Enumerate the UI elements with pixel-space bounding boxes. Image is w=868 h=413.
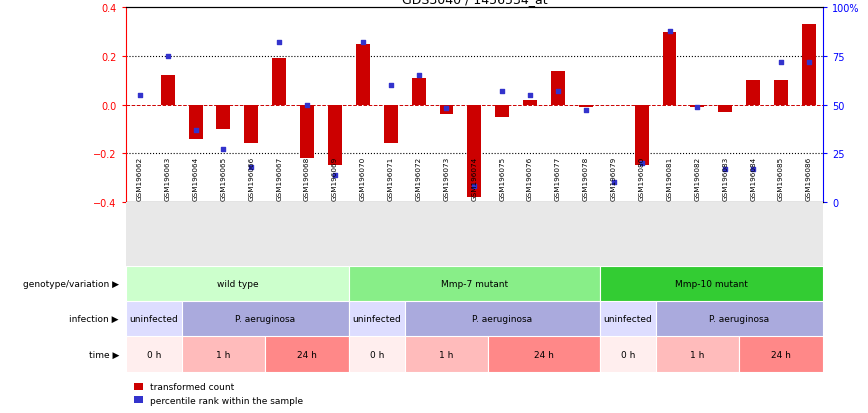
Point xyxy=(133,93,147,99)
Text: uninfected: uninfected xyxy=(352,315,401,323)
Bar xyxy=(384,105,398,144)
Text: P. aeruginosa: P. aeruginosa xyxy=(709,315,769,323)
Bar xyxy=(404,301,600,337)
Bar xyxy=(411,78,425,105)
Bar xyxy=(439,105,453,115)
Point xyxy=(774,59,788,66)
Text: Mmp-7 mutant: Mmp-7 mutant xyxy=(441,280,508,288)
Bar xyxy=(740,337,823,372)
Bar xyxy=(404,337,489,372)
Point xyxy=(579,108,593,114)
Bar xyxy=(523,100,537,105)
Bar xyxy=(600,301,655,337)
Bar xyxy=(551,71,565,105)
Bar xyxy=(181,301,349,337)
Bar xyxy=(600,266,823,301)
Point xyxy=(551,88,565,95)
Text: genotype/variation ▶: genotype/variation ▶ xyxy=(23,280,119,288)
Text: P. aeruginosa: P. aeruginosa xyxy=(235,315,295,323)
Bar xyxy=(328,105,342,166)
Text: uninfected: uninfected xyxy=(129,315,178,323)
Point xyxy=(356,40,370,47)
Bar xyxy=(126,266,349,301)
Point xyxy=(273,40,286,47)
Bar xyxy=(690,105,704,108)
Bar xyxy=(489,337,600,372)
Bar xyxy=(662,33,676,105)
Point xyxy=(384,83,398,89)
Bar xyxy=(774,81,788,105)
Bar xyxy=(216,105,230,130)
Bar xyxy=(245,105,259,144)
Bar xyxy=(181,337,266,372)
Text: P. aeruginosa: P. aeruginosa xyxy=(472,315,532,323)
Bar xyxy=(655,337,740,372)
Bar xyxy=(300,105,314,159)
Point xyxy=(216,147,230,153)
Point xyxy=(300,102,314,109)
Text: 1 h: 1 h xyxy=(690,350,705,358)
Point xyxy=(607,180,621,186)
Bar xyxy=(746,81,760,105)
Text: 0 h: 0 h xyxy=(370,350,384,358)
Point xyxy=(746,166,760,173)
Point xyxy=(523,93,537,99)
Bar xyxy=(126,337,181,372)
Bar xyxy=(188,105,202,139)
Text: 1 h: 1 h xyxy=(216,350,231,358)
Bar xyxy=(655,301,823,337)
Point xyxy=(635,160,648,167)
Bar xyxy=(496,105,510,117)
Bar xyxy=(467,105,482,197)
Bar xyxy=(349,266,600,301)
Point xyxy=(245,164,259,171)
Bar xyxy=(349,301,404,337)
Point xyxy=(802,59,816,66)
Text: 24 h: 24 h xyxy=(297,350,317,358)
Text: time ▶: time ▶ xyxy=(89,350,119,358)
Text: Mmp-10 mutant: Mmp-10 mutant xyxy=(675,280,747,288)
Bar xyxy=(356,45,370,105)
Legend: transformed count, percentile rank within the sample: transformed count, percentile rank withi… xyxy=(130,379,307,408)
Bar xyxy=(719,105,733,113)
Point xyxy=(439,106,453,112)
Text: 0 h: 0 h xyxy=(147,350,161,358)
Text: wild type: wild type xyxy=(217,280,258,288)
Bar xyxy=(161,76,174,105)
Point xyxy=(188,127,202,134)
Point xyxy=(690,104,704,111)
Text: 1 h: 1 h xyxy=(439,350,454,358)
Bar xyxy=(273,59,286,105)
Text: 24 h: 24 h xyxy=(534,350,554,358)
Point xyxy=(328,172,342,178)
Bar xyxy=(600,337,655,372)
Text: 0 h: 0 h xyxy=(621,350,635,358)
Point xyxy=(411,73,425,79)
Point xyxy=(496,88,510,95)
Bar xyxy=(349,337,404,372)
Text: uninfected: uninfected xyxy=(603,315,652,323)
Point xyxy=(161,54,174,60)
Bar xyxy=(635,105,648,166)
Point xyxy=(662,28,676,35)
Point xyxy=(467,183,481,190)
Bar xyxy=(126,301,181,337)
Bar xyxy=(266,337,349,372)
Text: infection ▶: infection ▶ xyxy=(69,315,119,323)
Bar xyxy=(802,25,816,105)
Title: GDS3040 / 1456534_at: GDS3040 / 1456534_at xyxy=(402,0,547,6)
Point xyxy=(719,166,733,173)
Text: 24 h: 24 h xyxy=(771,350,791,358)
Bar xyxy=(579,105,593,108)
